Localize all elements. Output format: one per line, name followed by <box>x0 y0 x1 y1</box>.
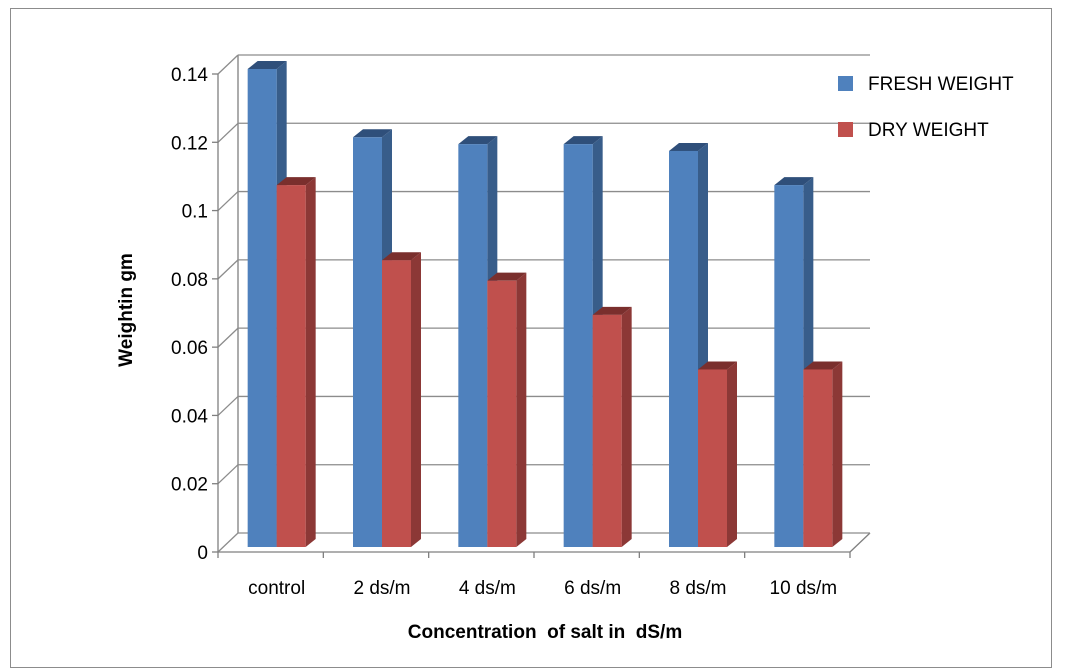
legend: FRESH WEIGHT DRY WEIGHT <box>838 74 1014 141</box>
bar-dry-weight <box>803 361 843 547</box>
y-axis-label: Weightin gm <box>116 253 137 367</box>
chart-walls <box>218 55 871 553</box>
bar-top <box>458 136 498 145</box>
legend-swatch-dry-weight <box>838 122 853 137</box>
y-tick-label: 0.06 <box>171 338 208 359</box>
bar-front <box>247 69 277 547</box>
bar-side <box>516 272 527 547</box>
bar-front <box>669 150 698 547</box>
y-tick-label: 0 <box>197 543 208 564</box>
bars <box>247 61 843 548</box>
bar-front <box>353 137 382 548</box>
bar-side <box>411 252 421 547</box>
bar-side <box>621 306 632 547</box>
y-tick-label: 0.1 <box>182 202 208 223</box>
x-tick-label: 8 ds/m <box>669 578 726 599</box>
x-tick-label: control <box>248 578 305 599</box>
bar-dry-weight <box>698 361 737 547</box>
x-tick-label: 10 ds/m <box>770 578 838 599</box>
bar-dry-weight <box>487 272 527 547</box>
chart-frame <box>10 8 1052 668</box>
bar-front <box>563 144 593 547</box>
x-axis-label: Concentration of salt in dS/m <box>408 622 682 643</box>
gridline-depth <box>217 122 239 143</box>
x-tick-label: 2 ds/m <box>353 578 410 599</box>
y-tick-label: 0.14 <box>171 65 208 86</box>
bar-top <box>247 61 287 69</box>
bar-top <box>803 361 843 370</box>
gridline-depth <box>217 327 239 348</box>
gridlines <box>217 54 870 553</box>
floor-right-edge <box>849 532 871 553</box>
y-tick-labels: 0 0.02 0.04 0.06 0.08 0.1 0.12 0.14 <box>171 65 208 564</box>
bar-front <box>592 314 622 547</box>
gridline-depth <box>217 259 239 280</box>
bar-side <box>305 177 316 548</box>
bar-front <box>803 369 833 547</box>
axes <box>212 73 851 558</box>
bar-fresh-weight <box>353 129 392 548</box>
bar-top <box>487 272 527 281</box>
bar-dry-weight <box>592 306 632 547</box>
gridline-depth <box>217 532 239 553</box>
y-tick-label: 0.08 <box>171 270 208 291</box>
y-tick-label: 0.12 <box>171 133 208 154</box>
x-tick-label: 6 ds/m <box>564 578 621 599</box>
bar-top <box>669 142 708 151</box>
bar-side <box>727 361 737 547</box>
bar-front <box>698 369 727 547</box>
bar-front <box>458 144 488 547</box>
bar-top <box>774 177 814 186</box>
bar-dry-weight <box>382 252 421 547</box>
bar-front <box>276 185 306 548</box>
legend-label-dry-weight: DRY WEIGHT <box>868 120 989 141</box>
gridline-depth <box>217 464 239 485</box>
bar-top <box>353 129 392 138</box>
bar-front <box>382 260 411 547</box>
bar-top <box>382 252 421 261</box>
x-tick-labels: control 2 ds/m 4 ds/m 6 ds/m 8 ds/m 10 ds/m <box>248 578 837 599</box>
gridline-depth <box>217 191 239 212</box>
bar-top <box>563 136 603 145</box>
bar-top <box>276 177 316 186</box>
bar-top <box>698 361 737 370</box>
bar-front <box>774 185 804 548</box>
y-tick-label: 0.02 <box>171 475 208 496</box>
bar-top <box>592 306 632 315</box>
gridline-depth <box>217 395 239 416</box>
bar-dry-weight <box>276 177 316 548</box>
y-tick-label: 0.04 <box>171 406 208 427</box>
bar-front <box>487 280 517 547</box>
x-tick-label: 4 ds/m <box>459 578 516 599</box>
legend-swatch-fresh-weight <box>838 76 853 91</box>
bar-side <box>832 361 843 547</box>
legend-label-fresh-weight: FRESH WEIGHT <box>868 74 1014 95</box>
gridline-depth <box>217 54 239 75</box>
